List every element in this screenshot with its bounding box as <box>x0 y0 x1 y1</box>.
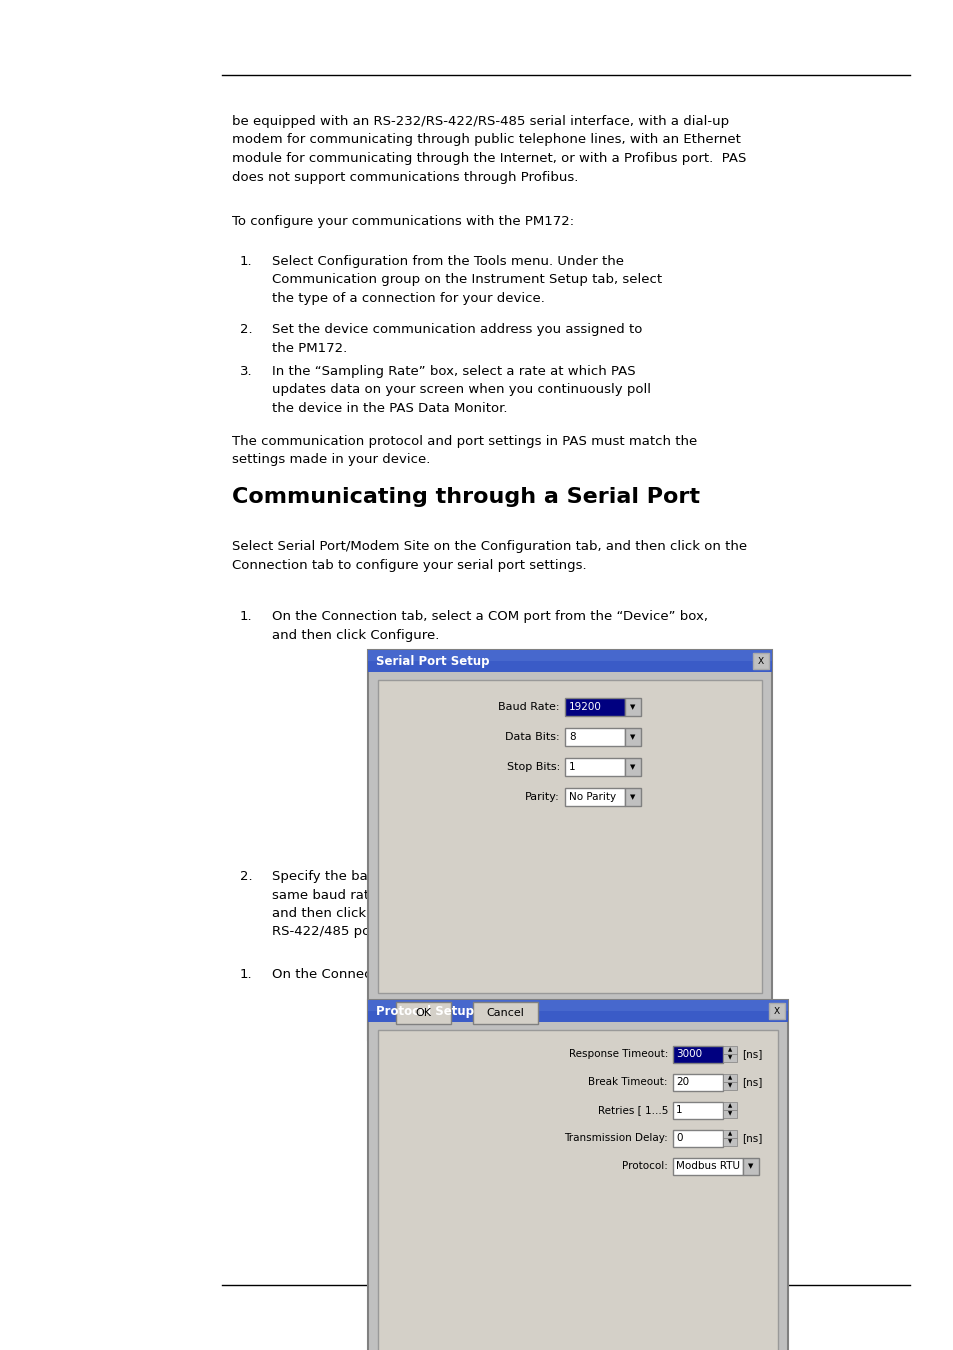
Text: Modbus RTU: Modbus RTU <box>676 1161 740 1170</box>
Text: 2.: 2. <box>240 869 253 883</box>
Text: ▼: ▼ <box>630 703 635 710</box>
Bar <box>722 1110 737 1118</box>
Text: Baud Rate:: Baud Rate: <box>498 702 559 711</box>
Bar <box>473 1002 537 1025</box>
Text: ▼: ▼ <box>747 1162 753 1169</box>
Text: Transmission Delay:: Transmission Delay: <box>563 1133 667 1143</box>
Bar <box>564 698 624 716</box>
Text: The communication protocol and port settings in PAS must match the
settings made: The communication protocol and port sett… <box>232 435 697 467</box>
Text: ▼: ▼ <box>727 1111 731 1116</box>
Text: be equipped with an RS-232/RS-422/RS-485 serial interface, with a dial-up
modem : be equipped with an RS-232/RS-422/RS-485… <box>232 115 745 184</box>
Bar <box>722 1046 737 1054</box>
Bar <box>368 1000 787 1011</box>
Text: Set the device communication address you assigned to
the PM172.: Set the device communication address you… <box>272 323 641 355</box>
Text: [ns]: [ns] <box>741 1077 761 1087</box>
Text: [ns]: [ns] <box>741 1049 761 1058</box>
Bar <box>722 1054 737 1062</box>
Bar <box>672 1102 722 1119</box>
Bar <box>564 788 624 806</box>
Bar <box>368 649 771 1040</box>
Text: Response Timeout:: Response Timeout: <box>568 1049 667 1058</box>
Text: ▲: ▲ <box>727 1076 731 1080</box>
Text: 0: 0 <box>676 1133 681 1143</box>
Text: 8: 8 <box>568 732 575 742</box>
Bar <box>368 649 771 662</box>
Text: Specify the baud rate and data format for the port. Choose the
same baud rate an: Specify the baud rate and data format fo… <box>272 869 697 938</box>
Text: 1.: 1. <box>240 968 253 981</box>
Text: ▲: ▲ <box>727 1103 731 1108</box>
Text: ▲: ▲ <box>727 1131 731 1137</box>
Bar <box>752 653 768 670</box>
Bar <box>722 1138 737 1146</box>
Text: OK: OK <box>415 1008 431 1018</box>
Bar <box>368 649 771 672</box>
Text: Stop Bits:: Stop Bits: <box>506 761 559 772</box>
Bar <box>564 757 624 776</box>
Bar <box>672 1075 722 1091</box>
Bar <box>624 757 640 776</box>
Bar <box>624 728 640 747</box>
Text: Parity:: Parity: <box>525 792 559 802</box>
Text: Break Timeout:: Break Timeout: <box>588 1077 667 1087</box>
Text: Retries [ 1...5: Retries [ 1...5 <box>597 1106 667 1115</box>
Bar <box>722 1075 737 1081</box>
Text: 3000: 3000 <box>676 1049 701 1058</box>
Bar <box>722 1130 737 1138</box>
Text: 1: 1 <box>676 1106 682 1115</box>
Text: 20: 20 <box>676 1077 688 1087</box>
Text: Communicating through a Serial Port: Communicating through a Serial Port <box>232 487 700 508</box>
Text: ▲: ▲ <box>727 1048 731 1053</box>
Bar <box>624 788 640 806</box>
Text: ▼: ▼ <box>727 1084 731 1088</box>
Text: ▼: ▼ <box>630 764 635 769</box>
Bar <box>672 1046 722 1062</box>
Bar <box>377 1030 778 1350</box>
Text: To configure your communications with the PM172:: To configure your communications with th… <box>232 215 574 228</box>
Bar <box>672 1130 722 1148</box>
Text: 1.: 1. <box>240 610 253 622</box>
Text: In the “Sampling Rate” box, select a rate at which PAS
updates data on your scre: In the “Sampling Rate” box, select a rat… <box>272 364 650 414</box>
Bar <box>742 1158 759 1174</box>
Bar <box>722 1102 737 1110</box>
Text: ▼: ▼ <box>630 794 635 801</box>
Text: 1: 1 <box>568 761 575 772</box>
Text: 1.: 1. <box>240 255 253 269</box>
Text: ▼: ▼ <box>630 734 635 740</box>
Text: Select Serial Port/Modem Site on the Configuration tab, and then click on the
Co: Select Serial Port/Modem Site on the Con… <box>232 540 746 571</box>
Bar <box>377 680 761 994</box>
Bar <box>368 1000 787 1022</box>
Bar <box>722 1081 737 1089</box>
Text: 19200: 19200 <box>568 702 601 711</box>
Text: On the Connection tab, select a COM port from the “Device” box,
and then click C: On the Connection tab, select a COM port… <box>272 610 707 641</box>
Bar <box>564 728 624 747</box>
Text: X: X <box>757 656 763 666</box>
Text: No Parity: No Parity <box>568 792 616 802</box>
Text: [ns]: [ns] <box>741 1133 761 1143</box>
Bar <box>672 1158 742 1174</box>
Text: X: X <box>773 1007 780 1015</box>
Text: Select Configuration from the Tools menu. Under the
Communication group on the I: Select Configuration from the Tools menu… <box>272 255 661 305</box>
Bar <box>395 1002 451 1025</box>
Bar <box>768 1003 784 1019</box>
Text: On the Connection tab, click Protocol.: On the Connection tab, click Protocol. <box>272 968 523 981</box>
Text: Protocol:: Protocol: <box>621 1161 667 1170</box>
Text: Serial Port Setup: Serial Port Setup <box>375 655 489 667</box>
Text: ▼: ▼ <box>727 1056 731 1061</box>
Text: Cancel: Cancel <box>485 1008 523 1018</box>
Text: 3.: 3. <box>240 364 253 378</box>
Text: 2.: 2. <box>240 323 253 336</box>
Text: Protocol Setup: Protocol Setup <box>375 1004 474 1018</box>
Bar <box>368 1000 787 1350</box>
Text: Data Bits:: Data Bits: <box>505 732 559 742</box>
Text: ▼: ▼ <box>727 1139 731 1145</box>
Bar <box>624 698 640 716</box>
